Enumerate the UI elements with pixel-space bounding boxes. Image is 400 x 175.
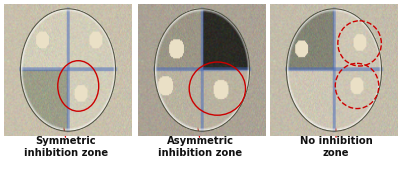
- Text: Asymmetric
inhibition zone: Asymmetric inhibition zone: [158, 136, 242, 158]
- Text: No inhibition
zone: No inhibition zone: [300, 136, 372, 158]
- Text: Symmetric
inhibition zone: Symmetric inhibition zone: [24, 136, 108, 158]
